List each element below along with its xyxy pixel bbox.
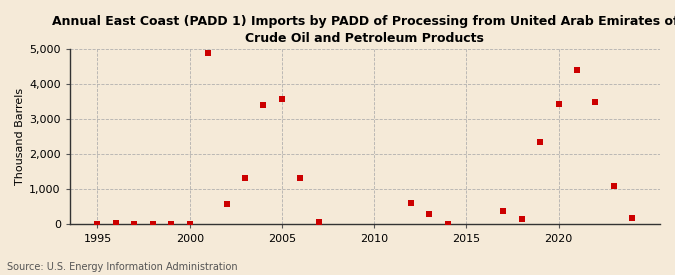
Point [295,176,306,180]
Point [111,221,122,226]
Point [129,222,140,226]
Point [424,212,435,216]
Point [240,176,250,180]
Point [590,100,601,104]
Point [554,101,564,106]
Point [92,222,103,227]
Point [627,215,638,220]
Point [166,222,177,226]
Point [277,97,288,102]
Point [443,222,454,226]
Point [184,222,195,226]
Point [535,139,545,144]
Point [202,51,213,55]
Point [258,103,269,107]
Title: Annual East Coast (PADD 1) Imports by PADD of Processing from United Arab Emirat: Annual East Coast (PADD 1) Imports by PA… [52,15,675,45]
Text: Source: U.S. Energy Information Administration: Source: U.S. Energy Information Administ… [7,262,238,272]
Point [313,219,324,224]
Point [572,68,583,73]
Point [516,217,527,221]
Y-axis label: Thousand Barrels: Thousand Barrels [15,88,25,185]
Point [608,184,619,188]
Point [406,201,416,206]
Point [147,222,158,226]
Point [221,202,232,207]
Point [498,209,509,213]
